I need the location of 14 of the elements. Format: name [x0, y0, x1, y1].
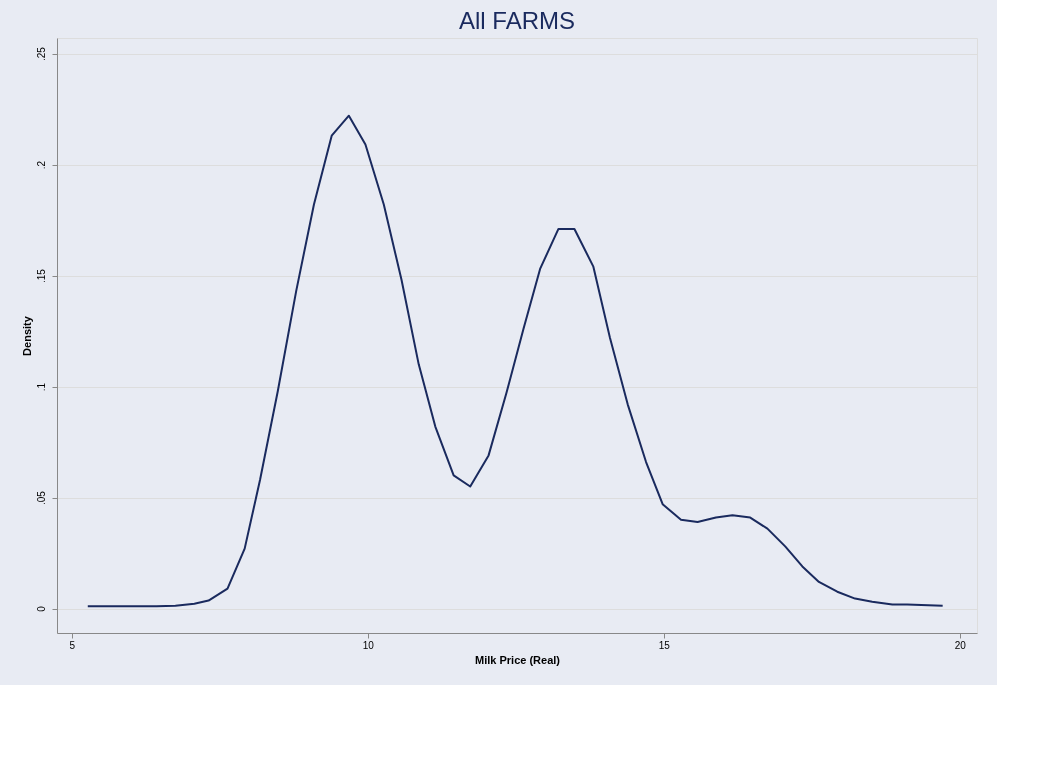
y-tick-label: 0 [35, 605, 47, 612]
x-tick-label: 15 [658, 639, 671, 651]
y-tick-label: .2 [35, 160, 47, 170]
y-tick-label: .25 [35, 46, 47, 61]
x-tick-label: 5 [69, 639, 76, 651]
x-tick-label: 10 [362, 639, 375, 651]
y-tick-label: .15 [35, 268, 47, 284]
x-tick-label: 20 [954, 639, 967, 651]
y-tick-label: .05 [35, 490, 47, 506]
y-axis-title: Density [20, 315, 33, 356]
y-tick-label: .1 [35, 382, 47, 392]
line-series [86, 114, 944, 608]
x-axis-title: Milk Price (Real) [475, 653, 561, 666]
chart-title: All FARMS [458, 7, 576, 34]
